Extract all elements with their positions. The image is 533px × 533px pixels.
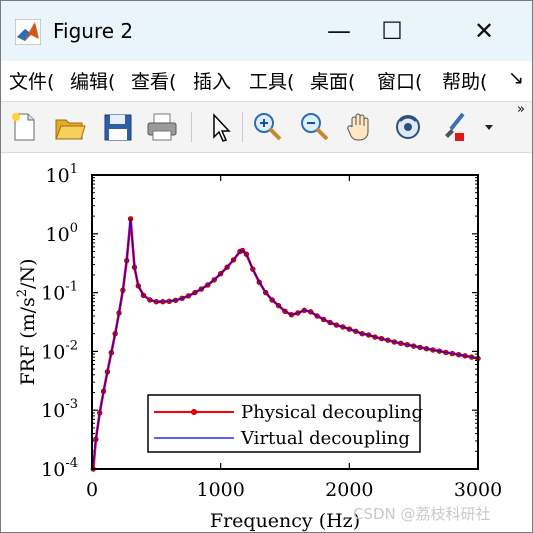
close-icon: ✕ — [473, 17, 495, 45]
legend: Physical decoupling Virtual decoupling — [147, 394, 423, 453]
x-tick-label: 0 — [86, 479, 98, 501]
zoom-out-icon[interactable] — [298, 111, 332, 143]
minimize-icon: — — [327, 17, 351, 45]
menu-bar: 文件( 编辑( 查看( 插入 工具( 桌面( 窗口( 帮助( ↘ — [1, 61, 532, 99]
y-tick-label: 10-3 — [41, 397, 78, 422]
series-line-virtual-decoupling — [92, 218, 479, 470]
x-tick-label: 1000 — [196, 479, 244, 501]
title-bar[interactable]: Figure 2 — ☐ ✕ — [1, 1, 532, 61]
rotate-3d-icon[interactable] — [391, 111, 425, 143]
legend-box — [147, 394, 421, 453]
edit-plot-arrow-icon[interactable] — [204, 111, 238, 143]
y-axis-label-main: FRF (m/s — [17, 297, 39, 385]
y-tick-label: 10-2 — [41, 338, 78, 363]
pan-hand-icon[interactable] — [344, 111, 378, 143]
toolbar-overflow-icon[interactable]: » — [517, 102, 525, 117]
save-icon[interactable] — [101, 111, 135, 143]
frf-chart[interactable]: 101 100 10-1 10-2 10-3 10-4 0 1000 2000 3000 Fre… — [1, 153, 532, 532]
toolbar-separator — [242, 112, 243, 142]
y-tick-label: 101 — [46, 162, 78, 187]
zoom-in-icon[interactable] — [251, 111, 285, 143]
new-figure-icon[interactable] — [7, 111, 41, 143]
close-button[interactable]: ✕ — [461, 9, 507, 53]
menu-edit[interactable]: 编辑( — [70, 71, 116, 93]
menu-desktop[interactable]: 桌面( — [310, 71, 356, 93]
y-tick-label: 10-4 — [41, 456, 78, 481]
x-tick-label: 3000 — [454, 479, 502, 501]
minimize-button[interactable]: — — [316, 9, 362, 53]
open-file-icon[interactable] — [53, 111, 87, 143]
brush-icon[interactable] — [437, 111, 471, 143]
menu-overflow-icon[interactable]: ↘ — [508, 67, 524, 89]
menu-help[interactable]: 帮助( — [442, 71, 488, 93]
x-axis-label: Frequency (Hz) — [210, 510, 360, 532]
window-title: Figure 2 — [53, 19, 134, 43]
menu-window[interactable]: 窗口( — [377, 71, 423, 93]
menu-tools[interactable]: 工具( — [249, 71, 295, 93]
menu-insert[interactable]: 插入 — [193, 71, 232, 93]
toolbar: » — [1, 101, 532, 153]
matlab-logo-icon — [15, 19, 41, 45]
menu-view[interactable]: 查看( — [131, 71, 177, 93]
legend-virtual-label: Virtual decoupling — [240, 428, 410, 449]
x-tick-label: 2000 — [325, 479, 373, 501]
series-group — [90, 216, 481, 472]
maximize-button[interactable]: ☐ — [369, 9, 415, 53]
figure-canvas: 101 100 10-1 10-2 10-3 10-4 0 1000 2000 3000 Fre… — [1, 153, 532, 532]
menu-file[interactable]: 文件( — [9, 71, 55, 93]
legend-physical-marker — [190, 408, 197, 415]
y-tick-label: 10-1 — [41, 280, 78, 305]
axes-box — [91, 174, 479, 470]
y-axis-label-superscript: 2 — [15, 289, 30, 297]
watermark: CSDN @荔枝科研社 — [353, 505, 491, 523]
brush-dropdown-icon[interactable] — [479, 111, 499, 143]
y-axis-ticks: 101 100 10-1 10-2 10-3 10-4 — [41, 162, 478, 481]
print-icon[interactable] — [145, 111, 179, 143]
y-axis-label-tail: /N) — [17, 258, 39, 288]
y-axis-label: FRF (m/s2/N) — [15, 258, 39, 385]
legend-physical-label: Physical decoupling — [241, 402, 423, 423]
maximize-icon: ☐ — [381, 17, 403, 45]
toolbar-separator — [191, 112, 192, 142]
y-tick-label: 100 — [46, 221, 78, 246]
